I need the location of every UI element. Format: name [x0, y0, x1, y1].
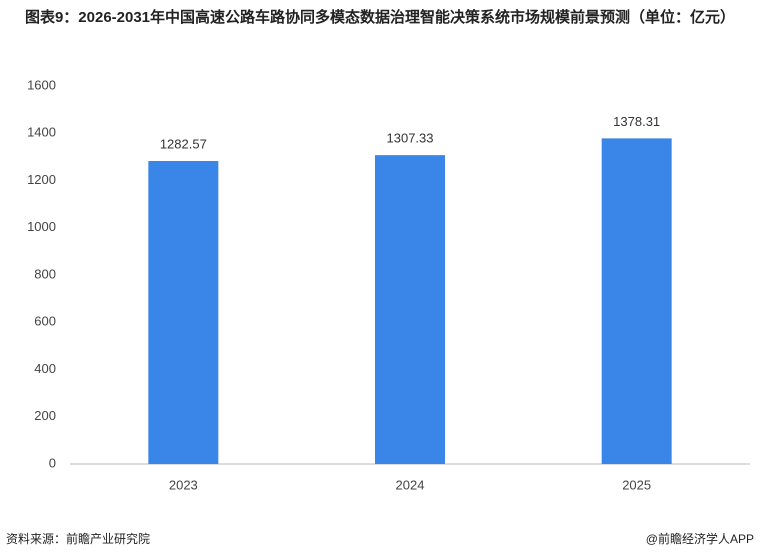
bar [601, 138, 672, 464]
y-tick-label: 1200 [27, 172, 56, 187]
y-tick-label: 200 [34, 408, 56, 423]
x-tick-label: 2023 [169, 477, 198, 492]
y-tick-label: 600 [34, 314, 56, 329]
y-tick-label: 800 [34, 266, 56, 281]
x-tick-label: 2024 [396, 477, 425, 492]
value-label: 1378.31 [613, 114, 660, 129]
brand-note: @前瞻经济学人APP [645, 532, 754, 546]
y-tick-label: 0 [49, 455, 56, 470]
bar [148, 160, 219, 464]
y-tick-label: 1400 [27, 125, 56, 140]
y-tick-label: 400 [34, 361, 56, 376]
x-tick-label: 2025 [622, 477, 651, 492]
source-note: 资料来源：前瞻产业研究院 [6, 532, 151, 546]
value-label: 1307.33 [387, 131, 434, 146]
y-tick-label: 1000 [27, 219, 56, 234]
chart-title: 图表9：2026-2031年中国高速公路车路协同多模态数据治理智能决策系统市场规… [24, 9, 736, 26]
bar [375, 155, 445, 464]
y-tick-label: 1600 [27, 77, 56, 92]
value-label: 1282.57 [160, 136, 207, 151]
